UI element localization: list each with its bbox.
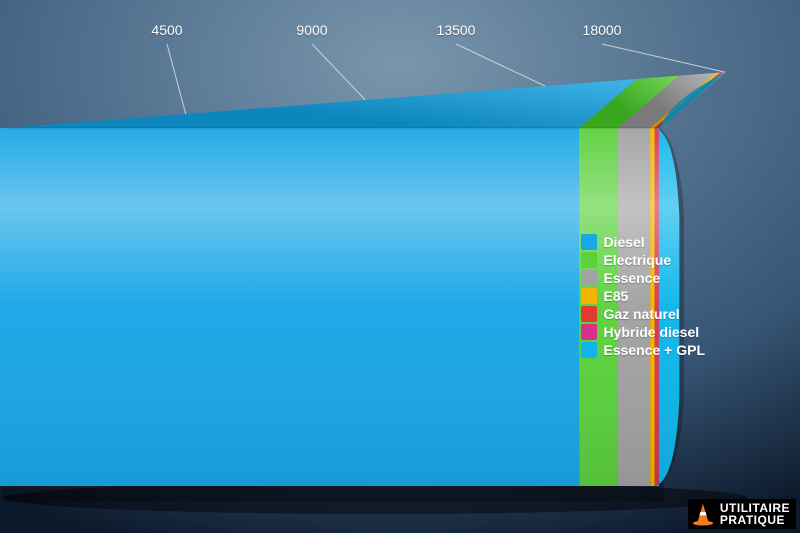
- legend-item: Gaz naturel: [581, 305, 705, 323]
- legend-label: Essence: [603, 270, 660, 286]
- legend-item: Hybride diesel: [581, 323, 705, 341]
- legend-item: Electrique: [581, 251, 705, 269]
- legend-swatch: [581, 342, 597, 358]
- axis-tick-label: 9000: [296, 22, 327, 38]
- legend-swatch: [581, 306, 597, 322]
- legend-item: Diesel: [581, 233, 705, 251]
- legend-item: E85: [581, 287, 705, 305]
- logo-line2: PRATIQUE: [720, 514, 790, 526]
- legend-label: E85: [603, 288, 628, 304]
- traffic-cone-icon: [692, 502, 714, 526]
- legend-item: Essence: [581, 269, 705, 287]
- legend-swatch: [581, 234, 597, 250]
- legend-swatch: [581, 288, 597, 304]
- axis-tick-label: 13500: [437, 22, 476, 38]
- legend-label: Electrique: [603, 252, 671, 268]
- legend-label: Hybride diesel: [603, 324, 699, 340]
- legend-swatch: [581, 270, 597, 286]
- legend-label: Essence + GPL: [603, 342, 705, 358]
- legend: Diesel Electrique Essence E85 Gaz naturel Hyb…: [581, 233, 705, 359]
- bar-segment: [6, 128, 579, 486]
- legend-item: Essence + GPL: [581, 341, 705, 359]
- legend-swatch: [581, 252, 597, 268]
- axis-tick-label: 4500: [151, 22, 182, 38]
- legend-label: Diesel: [603, 234, 644, 250]
- legend-label: Gaz naturel: [603, 306, 679, 322]
- axis-tick-label: 18000: [583, 22, 622, 38]
- brand-logo: UTILITAIRE PRATIQUE: [688, 499, 796, 529]
- legend-swatch: [581, 324, 597, 340]
